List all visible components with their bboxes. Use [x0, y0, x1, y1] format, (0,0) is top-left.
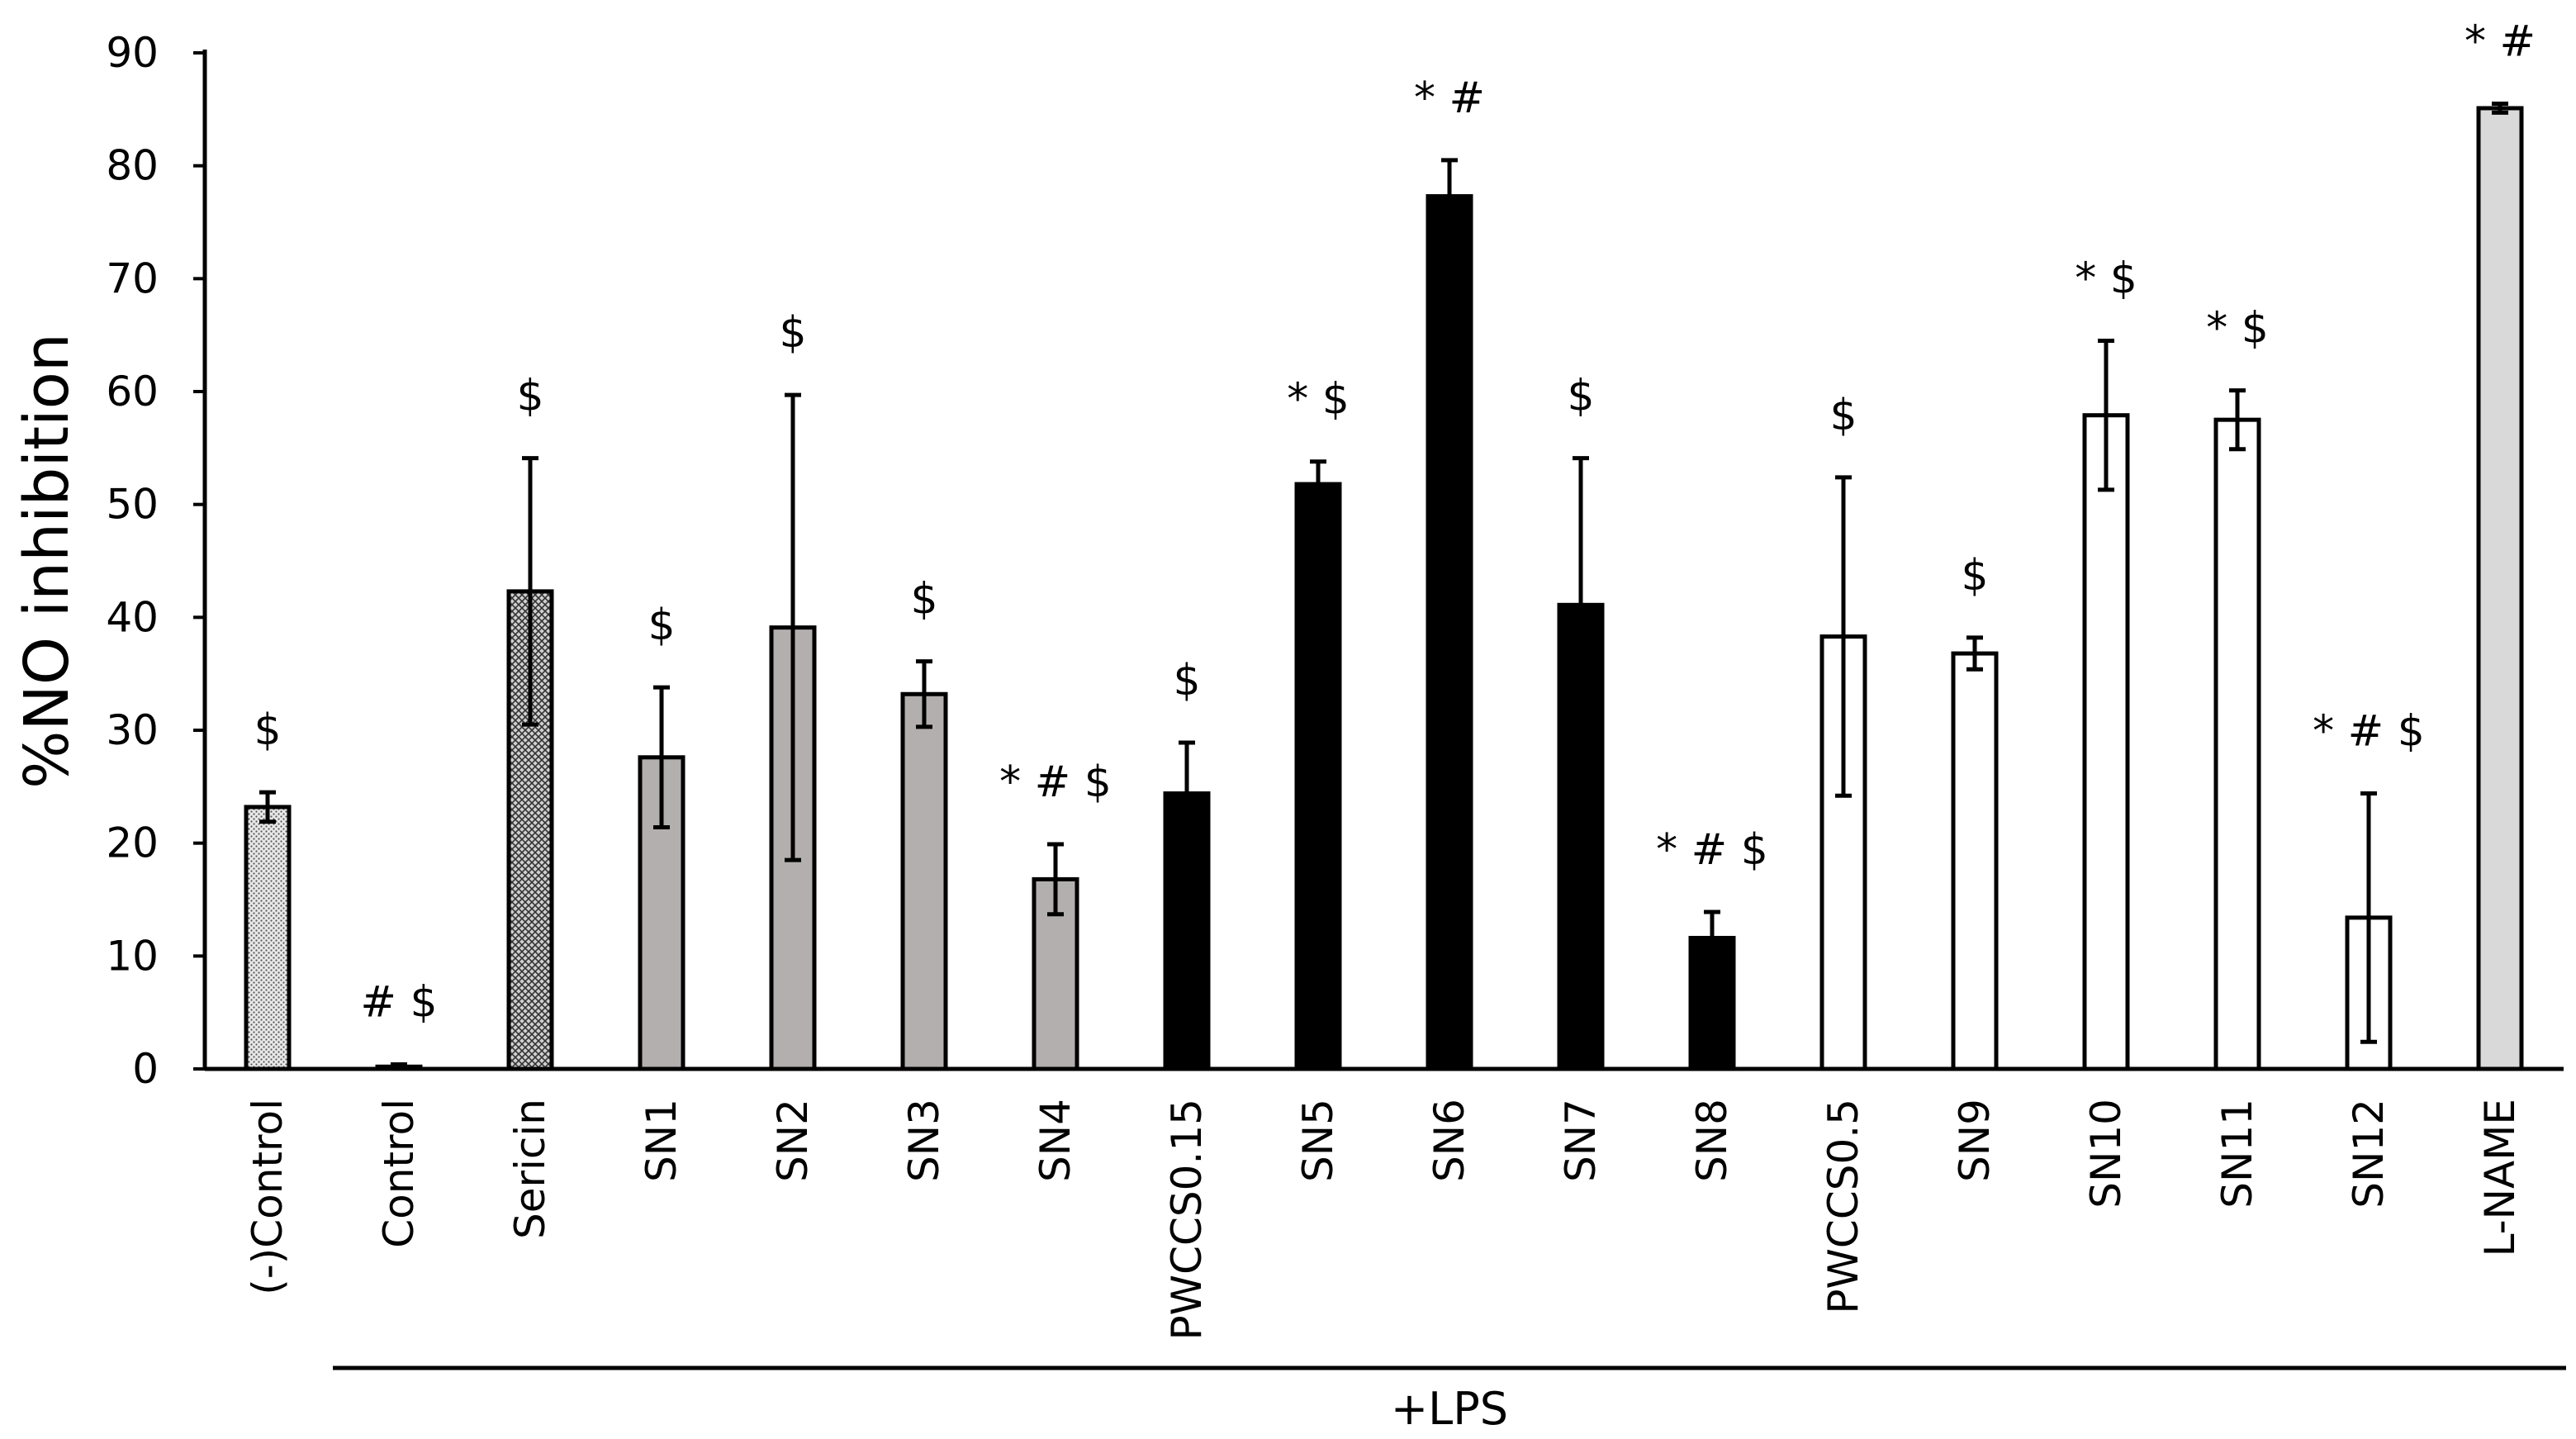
significance-SN7: $ — [1567, 372, 1594, 421]
x-tick-label-Sericin: Sericin — [506, 1099, 554, 1239]
y-tick-label: 20 — [106, 819, 159, 867]
x-tick-label-Control: Control — [375, 1099, 423, 1248]
y-tick-label: 40 — [106, 593, 159, 641]
x-tick-label-SN12: SN12 — [2345, 1099, 2393, 1209]
x-tick-label-SN1: SN1 — [638, 1099, 686, 1182]
x-tick-label-SN10: SN10 — [2082, 1099, 2130, 1209]
group-bracket-label: +LPS — [1391, 1383, 1508, 1435]
y-tick-label: 10 — [106, 932, 159, 980]
significance-SN1: $ — [648, 601, 675, 650]
x-tick-label-PWCCS0.5: PWCCS0.5 — [1819, 1099, 1867, 1314]
bars — [244, 102, 2524, 1071]
bar-(-)Control — [244, 805, 292, 1071]
significance-SN9: $ — [1961, 551, 1988, 601]
x-tick-label-SN11: SN11 — [2213, 1099, 2261, 1209]
y-tick-label: 90 — [106, 29, 159, 77]
x-tick-label-SN4: SN4 — [1032, 1099, 1079, 1182]
significance-SN3: $ — [910, 575, 937, 625]
x-tick-label-SN9: SN9 — [1951, 1099, 1999, 1182]
significance-SN4: * # $ — [999, 757, 1112, 807]
x-tick-label-SN2: SN2 — [769, 1099, 817, 1182]
significance-SN6: * # — [1414, 74, 1485, 123]
significance-(-)Control: $ — [254, 705, 281, 755]
bar-SN6 — [1426, 194, 1473, 1071]
x-tick-label-PWCCS0.15: PWCCS0.15 — [1163, 1099, 1211, 1340]
bar-SN10 — [2082, 413, 2130, 1071]
significance-PWCCS0.15: $ — [1173, 656, 1200, 705]
labels: 0 10 20 30 40 50 60 70 80 90 %NO inhibition $ (-)Con… — [12, 17, 2536, 1436]
x-tick-label-(-)Control: (-)Control — [244, 1099, 292, 1295]
bar-SN9 — [1951, 651, 1999, 1071]
axes — [193, 50, 2566, 1370]
y-tick-label: 80 — [106, 142, 159, 190]
y-axis-title: %NO inhibition — [12, 333, 83, 789]
bar-SN3 — [900, 691, 948, 1071]
x-tick-label-SN5: SN5 — [1294, 1099, 1342, 1182]
significance-PWCCS0.5: $ — [1829, 391, 1857, 440]
significance-SN10: * $ — [2075, 254, 2137, 304]
y-tick-label: 70 — [106, 254, 159, 302]
significance-Control: # $ — [360, 978, 437, 1028]
y-tick-label: 60 — [106, 368, 159, 416]
x-tick-label-SN7: SN7 — [1557, 1099, 1605, 1182]
significance-SN8: * # $ — [1656, 825, 1768, 875]
significance-SN12: * # $ — [2313, 707, 2425, 757]
significance-SN2: $ — [779, 308, 806, 358]
significance-SN5: * $ — [1287, 375, 1350, 425]
y-tick-label: 0 — [132, 1045, 159, 1093]
bar-SN11 — [2213, 417, 2261, 1071]
x-tick-label-SN6: SN6 — [1426, 1099, 1473, 1182]
significance-SN11: * $ — [2206, 304, 2269, 354]
x-tick-label-SN3: SN3 — [900, 1099, 948, 1182]
bar-L-NAME — [2476, 106, 2524, 1071]
x-tick-label-SN8: SN8 — [1688, 1099, 1736, 1182]
y-tick-label: 50 — [106, 481, 159, 529]
bar-SN5 — [1294, 482, 1342, 1071]
x-tick-label-L-NAME: L-NAME — [2476, 1099, 2524, 1256]
significance-L-NAME: * # — [2465, 17, 2536, 67]
y-tick-label: 30 — [106, 706, 159, 754]
significance-Sericin: $ — [516, 372, 543, 421]
